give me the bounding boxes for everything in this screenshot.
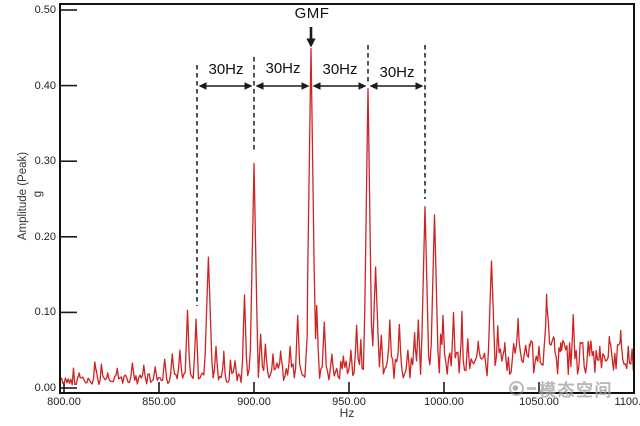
- y-tick-label: 0.40: [34, 80, 56, 92]
- watermark: 模态空间: [509, 376, 613, 401]
- y-axis-unit: g: [32, 190, 44, 198]
- spacing-arrows: [198, 82, 424, 90]
- x-tick-label: 850.00: [142, 396, 176, 408]
- watermark-text: 模态空间: [539, 381, 613, 400]
- gmf-label: GMF: [294, 5, 330, 22]
- spectrum-line: [60, 47, 634, 386]
- y-tick-label: 0.00: [34, 382, 56, 394]
- y-tick-label: 0.30: [34, 155, 56, 167]
- watermark-logo-icon: [509, 381, 524, 396]
- sideband-spacing-label: 30Hz: [265, 60, 301, 77]
- y-tick-label: 0.10: [34, 306, 56, 318]
- dashed-sideband-lines: [196, 45, 426, 306]
- x-tick-label: 1050.00: [519, 396, 559, 408]
- y-tick-label: 0.20: [34, 231, 56, 243]
- gmf-arrow: [306, 27, 316, 48]
- x-axis-title: Hz: [339, 406, 355, 420]
- x-tick-label: 1000.00: [424, 396, 464, 408]
- x-tick-label: 900.00: [237, 396, 271, 408]
- sideband-spacing-label: 30Hz: [379, 64, 415, 81]
- plot-border: [59, 3, 635, 394]
- y-tick-label: 0.50: [34, 4, 56, 16]
- watermark-dash-icon: [527, 387, 536, 390]
- sideband-spacing-label: 30Hz: [322, 61, 358, 78]
- sideband-spacing-label: 30Hz: [208, 61, 244, 78]
- x-tick-label: 1100.00: [614, 396, 640, 408]
- x-tick-label: 800.00: [47, 396, 81, 408]
- x-tick-label: 950.00: [332, 396, 366, 408]
- y-ticks: [61, 9, 77, 389]
